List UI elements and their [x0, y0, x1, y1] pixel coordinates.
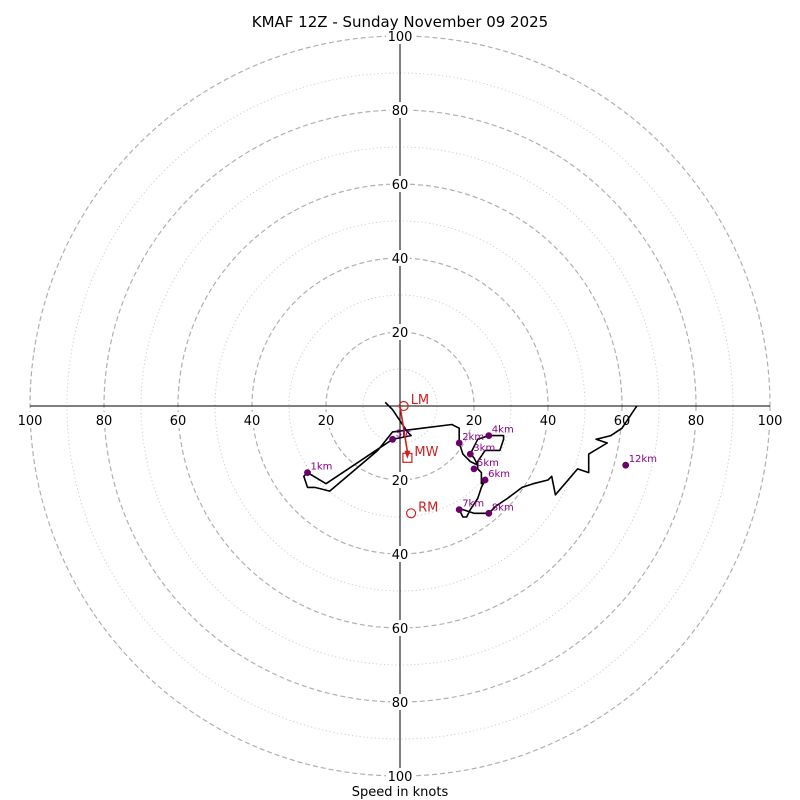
tick-label-y-bottom-80: 80 [392, 696, 409, 711]
tick-label-y-top-100: 100 [388, 30, 413, 45]
tick-bg-x-left-60 [168, 412, 188, 428]
tick-label-x-left-80: 80 [96, 414, 113, 429]
tick-label-x-left-40: 40 [244, 414, 261, 429]
height-marker-6km [481, 476, 489, 484]
tick-label-y-bottom-40: 40 [392, 548, 409, 563]
height-label-3km: 3km [473, 443, 495, 454]
height-label-7km: 7km [462, 499, 484, 510]
tick-bg-y-bottom-100 [386, 768, 414, 784]
tick-bg-y-top-100 [386, 28, 414, 44]
tick-bg-y-top-60 [390, 176, 410, 192]
height-marker-3km [466, 450, 474, 458]
height-label-1km: 1km [311, 462, 333, 473]
tick-bg-x-right-80 [686, 412, 706, 428]
height-label-2km: 2km [462, 432, 484, 443]
tick-bg-x-right-20 [464, 412, 484, 428]
storm-motion-label-lm: LM [411, 393, 429, 408]
tick-label-y-bottom-100: 100 [388, 770, 413, 785]
tick-label-x-right-20: 20 [466, 414, 483, 429]
tick-bg-x-right-60 [612, 412, 632, 428]
height-marker-4km [485, 432, 493, 439]
storm-motion-markers: LM MW RM [398, 393, 439, 519]
tick-bg-y-top-20 [390, 324, 410, 340]
tick-label-y-bottom-60: 60 [392, 622, 409, 637]
tick-bg-x-left-100 [16, 412, 44, 428]
tick-label-x-left-20: 20 [318, 414, 335, 429]
tick-bg-y-bottom-20 [390, 472, 410, 488]
tick-bg-y-bottom-80 [390, 694, 410, 710]
tick-label-x-left-60: 60 [170, 414, 187, 429]
tick-bg-y-bottom-60 [390, 620, 410, 636]
tick-label-y-top-40: 40 [392, 252, 409, 267]
tick-label-y-top-60: 60 [392, 178, 409, 193]
tick-bg-x-right-100 [756, 412, 784, 428]
tick-label-y-top-20: 20 [392, 326, 409, 341]
tick-label-x-right-80: 80 [688, 414, 705, 429]
tick-label-y-top-80: 80 [392, 104, 409, 119]
shear-arrow-shaft [399, 405, 409, 452]
height-label-5km: 5km [477, 458, 499, 469]
height-label-sfc: Sfc [396, 428, 411, 439]
height-marker-sfc [389, 435, 396, 443]
chart-title: KMAF 12Z - Sunday November 09 2025 [252, 13, 548, 31]
tick-label-y-bottom-20: 20 [392, 474, 409, 489]
height-marker-8km [485, 509, 493, 517]
tick-bg-x-left-40 [242, 412, 262, 428]
tick-bg-x-left-20 [316, 412, 336, 428]
tick-bg-x-right-40 [538, 412, 558, 428]
storm-motion-marker-mw [402, 452, 413, 463]
tick-bg-x-left-80 [94, 412, 114, 428]
tick-label-x-left-100: 100 [18, 414, 43, 429]
storm-motion-label-mw: MW [414, 445, 438, 460]
height-marker-2km [455, 439, 463, 447]
height-label-12km: 12km [629, 454, 657, 465]
storm-motion-label-rm: RM [418, 500, 438, 515]
tick-label-x-right-40: 40 [540, 414, 557, 429]
wind-trace-group [302, 401, 638, 518]
shear-arrow-head [404, 450, 411, 459]
height-label-6km: 6km [488, 469, 510, 480]
height-label-8km: 8km [492, 502, 514, 513]
tick-bg-y-bottom-40 [390, 546, 410, 562]
wind-trace-line [302, 401, 638, 518]
height-marker-1km [304, 469, 311, 476]
storm-motion-marker-lm [398, 400, 409, 412]
height-marker-12km [622, 461, 630, 469]
axis-tick-labels: 20 20 20 20 40 40 40 40 60 60 60 60 80 80 80 80 100 100 10… [16, 28, 784, 785]
tick-label-x-right-60: 60 [614, 414, 631, 429]
height-label-4km: 4km [492, 425, 514, 436]
height-marker-5km [470, 465, 478, 473]
tick-bg-y-top-80 [390, 102, 410, 118]
storm-motion-marker-rm [406, 508, 417, 519]
height-marker-7km [455, 506, 463, 513]
tick-label-x-right-100: 100 [758, 414, 783, 429]
x-axis-label: Speed in knots [352, 785, 449, 800]
tick-bg-y-top-40 [390, 250, 410, 266]
